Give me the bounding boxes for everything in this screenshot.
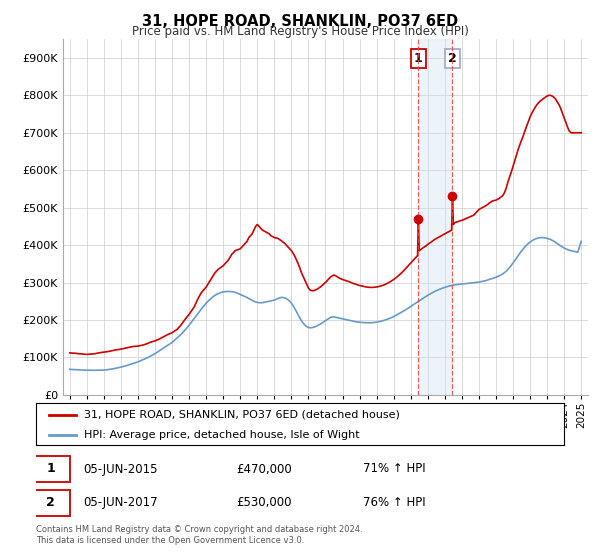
Text: 76% ↑ HPI: 76% ↑ HPI	[364, 496, 426, 509]
Text: Contains HM Land Registry data © Crown copyright and database right 2024.
This d: Contains HM Land Registry data © Crown c…	[36, 525, 362, 545]
FancyBboxPatch shape	[31, 490, 70, 516]
Text: Price paid vs. HM Land Registry's House Price Index (HPI): Price paid vs. HM Land Registry's House …	[131, 25, 469, 38]
Text: £470,000: £470,000	[236, 463, 292, 475]
Text: 71% ↑ HPI: 71% ↑ HPI	[364, 463, 426, 475]
Text: £530,000: £530,000	[236, 496, 292, 509]
Text: 31, HOPE ROAD, SHANKLIN, PO37 6ED (detached house): 31, HOPE ROAD, SHANKLIN, PO37 6ED (detac…	[83, 410, 400, 420]
Text: 05-JUN-2015: 05-JUN-2015	[83, 463, 158, 475]
FancyBboxPatch shape	[31, 456, 70, 482]
Bar	[418, 39, 452, 395]
Text: HPI: Average price, detached house, Isle of Wight: HPI: Average price, detached house, Isle…	[83, 430, 359, 440]
Text: 1: 1	[414, 52, 423, 66]
Text: 2: 2	[46, 496, 55, 509]
Text: 2: 2	[448, 52, 457, 66]
Text: 31, HOPE ROAD, SHANKLIN, PO37 6ED: 31, HOPE ROAD, SHANKLIN, PO37 6ED	[142, 14, 458, 29]
Text: 1: 1	[46, 463, 55, 475]
Text: 05-JUN-2017: 05-JUN-2017	[83, 496, 158, 509]
